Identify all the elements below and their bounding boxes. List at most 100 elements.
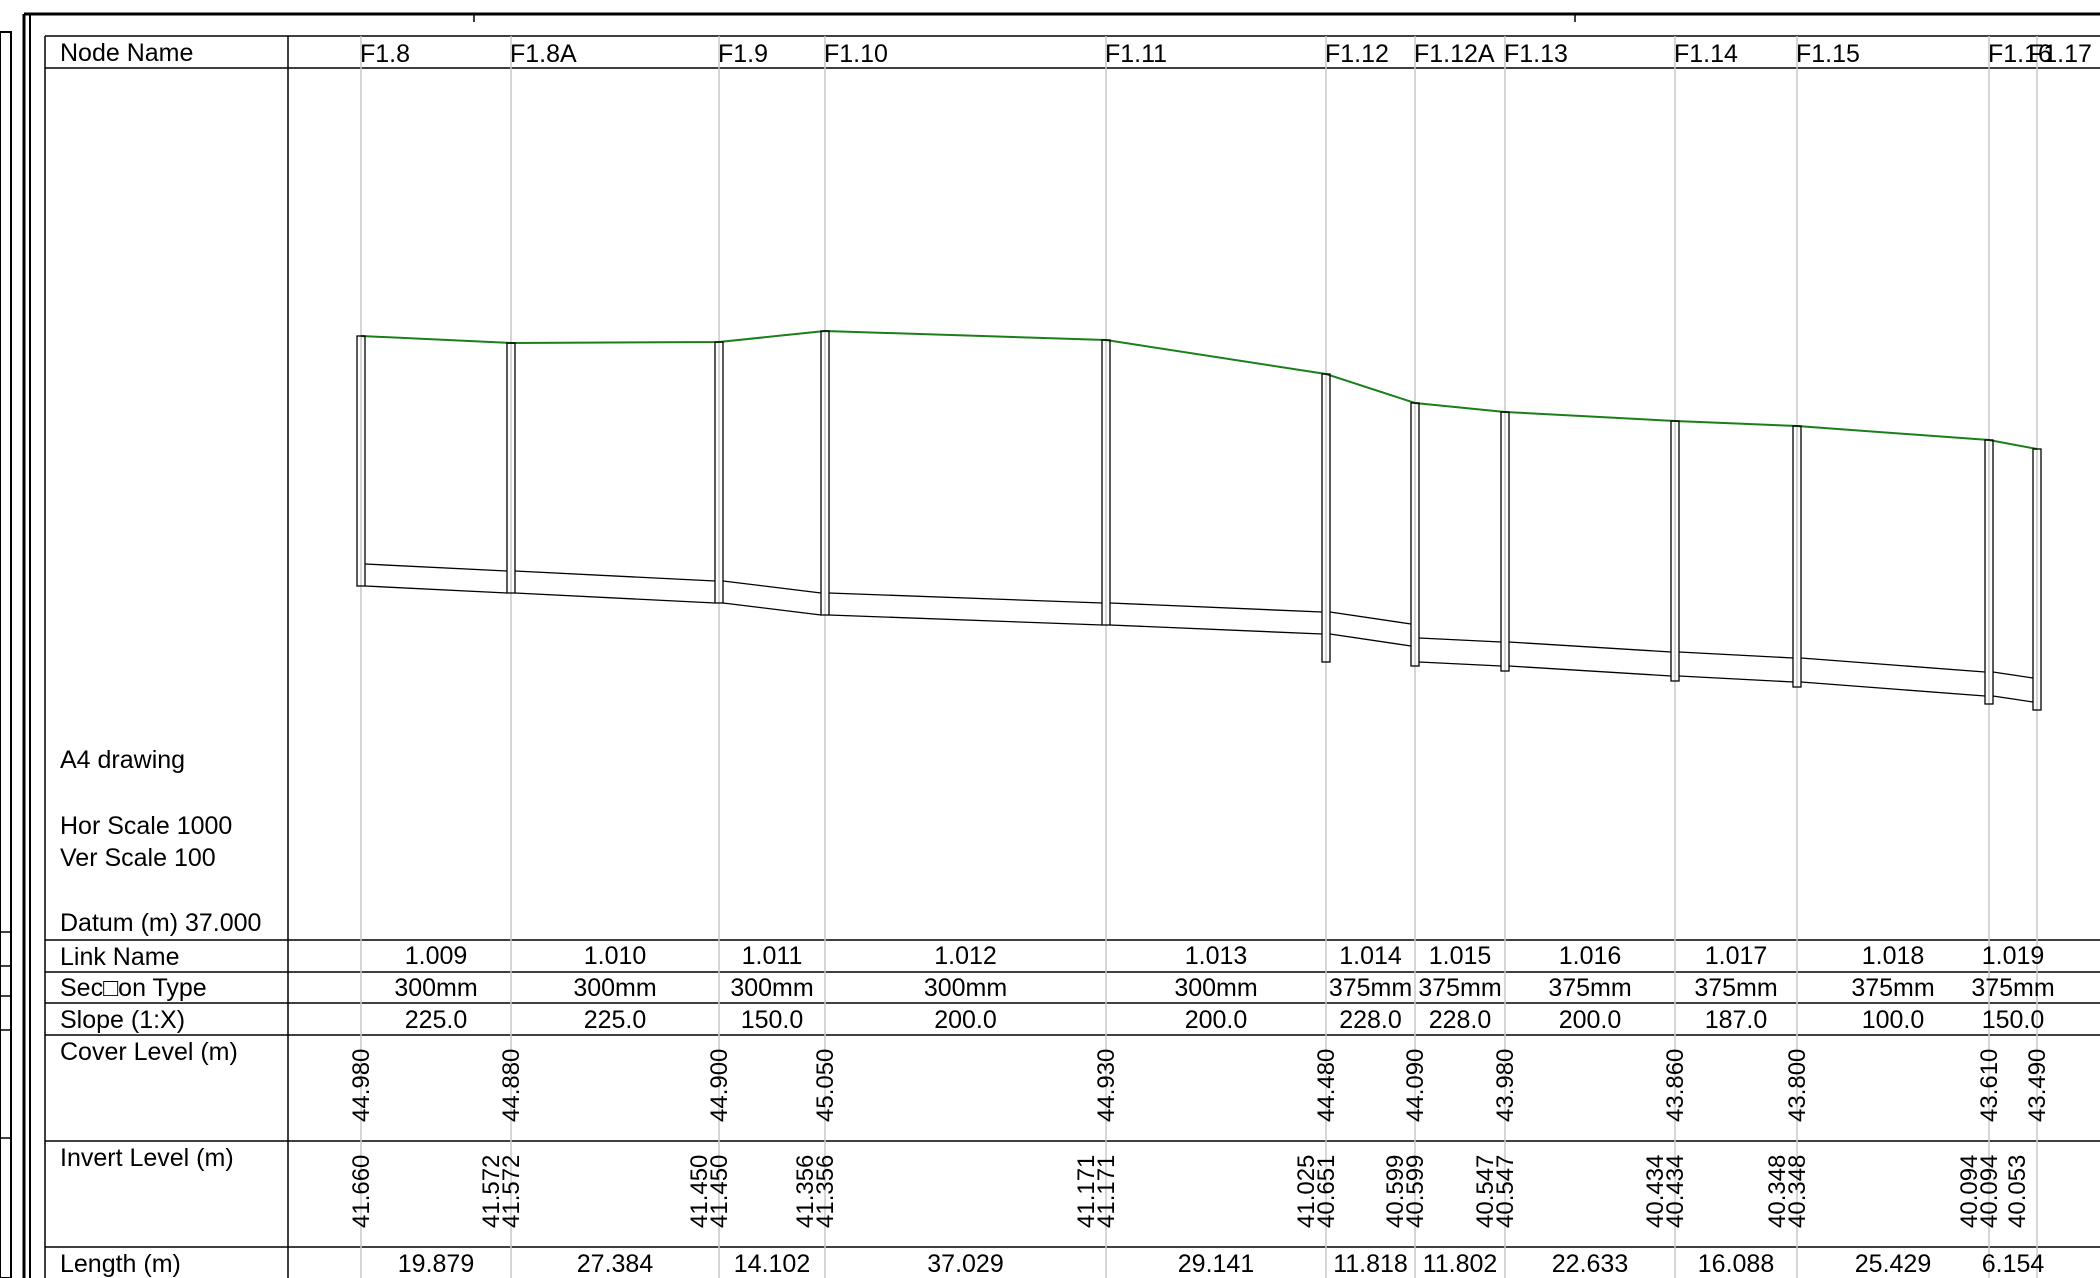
section-type-cell: 300mm: [730, 974, 813, 1002]
length-cell: 29.141: [1178, 1250, 1254, 1278]
pipe-crown-line: [364, 563, 508, 572]
cover-level-value: 44.980: [348, 1049, 375, 1122]
node-name-label: F1.9: [718, 40, 768, 68]
section-type-cell: 300mm: [394, 974, 477, 1002]
link-name-cell: 1.011: [742, 942, 803, 970]
node-name-row: F1.8 F1.8A F1.9 F1.10 F1.11 F1.12 F1.12A F1.13 F…: [360, 40, 2092, 68]
node-name-label: F1.15: [1796, 40, 1860, 68]
section-type-cell: 375mm: [1418, 974, 1501, 1002]
table-frame: [44, 35, 2100, 1278]
downstream-invert-value: 41.572: [478, 1155, 505, 1228]
pipe-invert-line: [1678, 675, 1794, 683]
link-name-cell: 1.012: [934, 942, 997, 970]
slope-cell: 200.0: [934, 1006, 997, 1034]
cover-level-value: 45.050: [812, 1049, 839, 1122]
manhole-chamber: [1410, 402, 1420, 667]
invert-level-header: Invert Level (m): [60, 1144, 234, 1172]
pipe-crown-line: [1109, 602, 1323, 613]
length-cell: 25.429: [1855, 1250, 1931, 1278]
link-name-cell: 1.017: [1705, 942, 1768, 970]
link-name-cell: 1.019: [1982, 942, 2045, 970]
link-name-cell: 1.018: [1862, 942, 1925, 970]
long-section-profile: [356, 329, 2042, 711]
length-cell: 14.102: [734, 1250, 810, 1278]
manhole-chamber: [1670, 420, 1680, 682]
level-table-rows: 44.980 44.880 44.900 45.050 44.930 44.480 44.0…: [348, 1049, 2051, 1228]
section-type-cell: 300mm: [1174, 974, 1257, 1002]
link-name-cell: 1.009: [405, 942, 468, 970]
section-type-cell: 375mm: [1971, 974, 2054, 1002]
slope-cell: 200.0: [1559, 1006, 1622, 1034]
cover-level-value: 44.900: [706, 1049, 733, 1122]
cover-level-value: 43.980: [1492, 1049, 1519, 1122]
node-name-label: F1.10: [824, 40, 888, 68]
slope-cell: 200.0: [1185, 1006, 1248, 1034]
manhole-chamber: [1792, 425, 1802, 688]
downstream-invert-value: 40.094: [1956, 1155, 1983, 1228]
link-name-cell: 1.016: [1559, 942, 1622, 970]
section-type-cell: 300mm: [573, 974, 656, 1002]
upstream-invert-value: 40.547: [1492, 1155, 1519, 1228]
length-cell: 22.633: [1552, 1250, 1628, 1278]
length-cell: 11.818: [1333, 1250, 1408, 1278]
section-type-cell: 375mm: [1548, 974, 1631, 1002]
node-name-label: F1.11: [1105, 40, 1167, 68]
vertical-scale-label: Ver Scale 100: [60, 844, 216, 872]
slope-cell: 228.0: [1429, 1006, 1492, 1034]
slope-cell: 225.0: [584, 1006, 647, 1034]
length-cell: 11.802: [1423, 1250, 1498, 1278]
upstream-invert-value: 40.651: [1313, 1155, 1340, 1228]
link-name-cell: 1.010: [584, 942, 647, 970]
node-name-label: F1.12A: [1414, 40, 1495, 68]
upstream-invert-value: 40.599: [1402, 1155, 1429, 1228]
length-cell: 16.088: [1698, 1250, 1774, 1278]
sheet-border: [0, 12, 2100, 1278]
pipe-invert-line: [1109, 624, 1323, 635]
node-grid-lines: [360, 36, 2038, 1278]
section-type-header: Sec□on Type: [60, 974, 207, 1002]
pipe-crown-line: [1508, 641, 1672, 653]
manhole-chamber: [1984, 439, 1994, 705]
length-cell: 6.154: [1982, 1250, 2045, 1278]
manhole-chamber: [1321, 373, 1331, 663]
node-name-header: Node Name: [60, 39, 193, 67]
pipe-invert-line: [1800, 681, 1986, 697]
manhole-chamber: [506, 342, 516, 594]
upstream-invert-value: 41.572: [498, 1155, 525, 1228]
length-cell: 27.384: [577, 1250, 654, 1278]
upstream-invert-value: 41.171: [1093, 1155, 1120, 1228]
section-type-cell: 300mm: [924, 974, 1007, 1002]
cover-level-value: 44.880: [498, 1049, 525, 1122]
slope-cell: 228.0: [1339, 1006, 1402, 1034]
upstream-invert-value: 41.450: [706, 1155, 733, 1228]
downstream-invert-value: 40.547: [1472, 1155, 1499, 1228]
length-header: Length (m): [60, 1250, 181, 1278]
downstream-invert-value: 41.450: [686, 1155, 713, 1228]
node-name-label: F1.8A: [510, 40, 577, 68]
cover-level-value: 44.090: [1402, 1049, 1429, 1122]
cover-level-value: 43.490: [2024, 1049, 2051, 1122]
manhole-chamber: [1101, 339, 1111, 626]
slope-cell: 225.0: [405, 1006, 468, 1034]
section-type-cell: 375mm: [1329, 974, 1412, 1002]
pipe-invert-line: [1329, 633, 1412, 647]
ground-level-line: [360, 329, 2038, 450]
node-name-label: F1.14: [1674, 40, 1738, 68]
link-name-header: Link Name: [60, 943, 180, 971]
node-name-label: F1.16: [1988, 40, 2052, 68]
downstream-invert-value: 40.599: [1382, 1155, 1409, 1228]
datum-label: Datum (m) 37.000: [60, 909, 261, 937]
pipe-crown-line: [1418, 637, 1502, 643]
slope-cell: 150.0: [741, 1006, 804, 1034]
pipe-crown-line: [1992, 671, 2034, 679]
cover-level-value: 44.480: [1313, 1049, 1340, 1122]
pipe-crown-line: [1800, 657, 1986, 673]
pipe-crown-line: [722, 580, 822, 594]
pipe-crown-line: [828, 592, 1103, 604]
link-name-cell: 1.015: [1429, 942, 1492, 970]
cover-level-header: Cover Level (m): [60, 1038, 238, 1066]
node-name-label: F1.8: [360, 40, 410, 68]
slope-header: Slope (1:X): [60, 1006, 185, 1034]
section-type-cell: 375mm: [1694, 974, 1777, 1002]
cover-level-value: 43.800: [1784, 1049, 1811, 1122]
